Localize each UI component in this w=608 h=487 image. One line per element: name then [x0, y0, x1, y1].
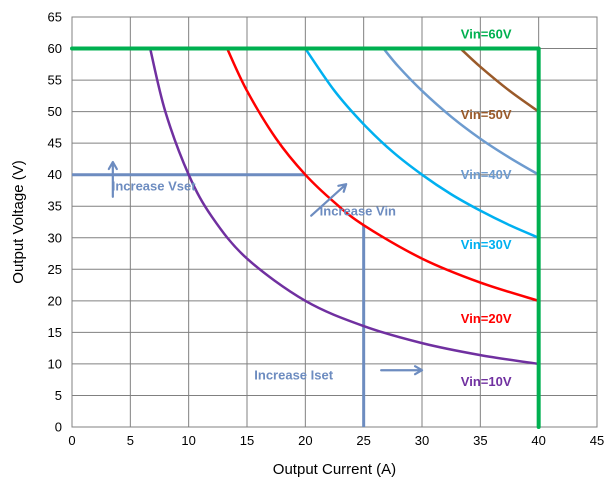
series-label: Vin=30V: [461, 237, 512, 252]
y-tick-label: 10: [48, 356, 62, 371]
x-tick-label: 10: [181, 433, 195, 448]
x-tick-label: 25: [356, 433, 370, 448]
x-axis-title: Output Current (A): [273, 461, 396, 478]
y-tick-label: 30: [48, 230, 62, 245]
iset-arrow: [380, 365, 424, 376]
y-tick-label: 60: [48, 41, 62, 56]
y-tick-label: 40: [48, 167, 62, 182]
chart-grid: [71, 16, 598, 428]
y-axis-title: Output Voltage (V): [10, 160, 27, 283]
annotation-label: Increase Vset: [112, 178, 197, 193]
x-tick-label: 20: [298, 433, 312, 448]
vin-arrow: [310, 183, 348, 217]
series-label: Vin=50V: [461, 107, 512, 122]
vset-arrow: [107, 160, 118, 198]
series-label: Vin=60V: [461, 26, 512, 41]
plot-frame: [71, 16, 598, 428]
y-tick-label: 55: [48, 73, 62, 88]
series-vin-50v-line: [459, 47, 540, 113]
chart-labels: Increase Vset Increase Vin Increase Iset Vi…: [112, 26, 512, 389]
y-tick-label: 50: [48, 104, 62, 119]
y-tick-label: 15: [48, 325, 62, 340]
series-label: Vin=40V: [461, 167, 512, 182]
series-label: Vin=10V: [461, 374, 512, 389]
chart-series: [70, 46, 541, 429]
y-tick-label: 35: [48, 199, 62, 214]
x-tick-label: 30: [415, 433, 429, 448]
x-tick-label: 15: [240, 433, 254, 448]
series-vin-20v-line: [225, 47, 540, 303]
y-tick-label: 20: [48, 293, 62, 308]
x-tick-label: 45: [590, 433, 604, 448]
series-vin-40v-line: [382, 47, 540, 176]
y-tick-label: 45: [48, 136, 62, 151]
series-vin-30v-line: [304, 47, 540, 240]
x-tick-label: 35: [473, 433, 487, 448]
annotation-arrows: [107, 160, 424, 376]
y-tick-label: 0: [55, 420, 62, 435]
annotation-label: Increase Vin: [320, 204, 396, 219]
x-tick-label: 5: [127, 433, 134, 448]
series-vin-10v-line: [148, 47, 540, 366]
chart-axes: 0 5 10 15 20 25 30 35 40 45 0 5 10 15 20 25 30 35 40 45 50 55…: [48, 10, 605, 449]
y-tick-label: 5: [55, 388, 62, 403]
series-label: Vin=20V: [461, 311, 512, 326]
annotation-label: Increase Iset: [254, 368, 333, 383]
x-tick-label: 0: [68, 433, 75, 448]
y-tick-label: 25: [48, 262, 62, 277]
y-tick-label: 65: [48, 10, 62, 25]
series-vin-60v-line: [70, 46, 541, 429]
x-tick-label: 40: [531, 433, 545, 448]
